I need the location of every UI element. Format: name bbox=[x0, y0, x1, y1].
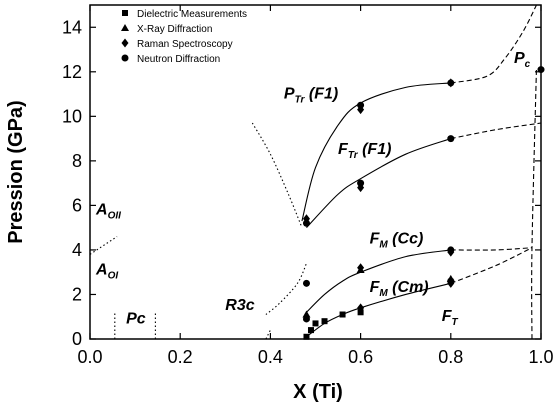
diamond-data-point bbox=[357, 303, 365, 313]
dashed-phase-boundary bbox=[450, 247, 533, 284]
legend-triangle-marker bbox=[121, 24, 129, 31]
legend-entry-label: X-Ray Diffraction bbox=[137, 24, 212, 35]
y-tick-label: 2 bbox=[72, 284, 82, 304]
dashed-phase-boundary bbox=[531, 67, 538, 340]
legend-diamond-marker bbox=[121, 38, 129, 48]
square-data-point bbox=[339, 311, 346, 318]
diamond-data-point bbox=[357, 263, 365, 273]
solid-phase-boundary bbox=[306, 249, 451, 313]
x-tick-label: 0.0 bbox=[77, 347, 102, 367]
phase-region-label: PTr (F1) bbox=[284, 86, 338, 106]
y-tick-label: 6 bbox=[72, 195, 82, 215]
dashed-phase-boundary bbox=[450, 247, 533, 251]
dotted-phase-boundary bbox=[89, 236, 118, 255]
legend-square-marker bbox=[122, 10, 128, 16]
plot-frame bbox=[89, 4, 542, 340]
circle-data-point bbox=[447, 246, 455, 254]
circle-data-point bbox=[447, 79, 455, 87]
solid-phase-boundary bbox=[301, 82, 451, 222]
y-tick-label: 12 bbox=[62, 62, 82, 82]
y-tick-label: 14 bbox=[62, 17, 82, 37]
circle-data-point bbox=[302, 279, 310, 287]
circle-data-point bbox=[302, 315, 310, 323]
phase-region-label: FT bbox=[442, 308, 459, 328]
solid-phase-boundary bbox=[306, 282, 451, 338]
y-tick-label: 4 bbox=[72, 240, 82, 260]
square-data-point bbox=[321, 318, 328, 325]
plot-border bbox=[89, 4, 542, 340]
phase-region-label: R3c bbox=[225, 297, 254, 314]
x-tick-label: 0.2 bbox=[168, 347, 193, 367]
solid-phase-boundary bbox=[306, 138, 451, 229]
phase-region-label: FTr (F1) bbox=[338, 141, 391, 161]
x-tick-label: 1.0 bbox=[528, 347, 553, 367]
dotted-phase-boundary bbox=[251, 122, 303, 228]
data-points bbox=[302, 66, 545, 340]
phase-region-label: FM (Cc) bbox=[370, 230, 424, 250]
phase-region-label: AOI bbox=[95, 261, 118, 281]
triangle-data-point bbox=[302, 310, 311, 318]
dotted-phase-boundary bbox=[265, 329, 271, 340]
phase-region-label: AOII bbox=[95, 201, 121, 221]
legend-entry-label: Neutron Diffraction bbox=[137, 54, 220, 65]
circle-data-point bbox=[447, 277, 455, 285]
y-tick-label: 10 bbox=[62, 106, 82, 126]
x-tick-label: 0.6 bbox=[348, 347, 373, 367]
legend-entry-label: Dielectric Measurements bbox=[137, 9, 247, 20]
phase-region-label: Pc bbox=[514, 50, 531, 70]
legend: Dielectric Measurements X-Ray Diffraction… bbox=[121, 9, 247, 65]
circle-data-point bbox=[357, 179, 365, 187]
square-data-point bbox=[307, 327, 314, 334]
x-tick-label: 0.8 bbox=[438, 347, 463, 367]
axis-ticks: 0.0 0.2 0.4 0.6 0.8 1.0 0 2 4 6 8 10 12 14 bbox=[62, 5, 554, 367]
y-tick-label: 8 bbox=[72, 151, 82, 171]
dashed-phase-boundary bbox=[450, 4, 537, 84]
y-axis-label: Pression (GPa) bbox=[5, 100, 27, 243]
phase-region-labels: PTr (F1) FTr (F1) FM (Cc) FM (Cm) FT Pc AOII AO… bbox=[95, 50, 531, 328]
phase-region-label: FM (Cm) bbox=[370, 279, 429, 299]
y-tick-label: 0 bbox=[72, 329, 82, 349]
x-tick-label: 0.4 bbox=[258, 347, 283, 367]
x-axis-label: X (Ti) bbox=[293, 381, 343, 403]
dotted-phase-boundary bbox=[265, 263, 307, 315]
square-data-point bbox=[303, 333, 310, 340]
dashed-phase-boundary bbox=[450, 122, 542, 140]
circle-data-point bbox=[302, 219, 310, 227]
legend-entry-label: Raman Spectroscopy bbox=[137, 39, 233, 50]
square-data-point bbox=[312, 320, 319, 327]
phase-region-label: Pc bbox=[126, 310, 146, 327]
circle-data-point bbox=[447, 135, 455, 143]
circle-data-point bbox=[357, 101, 365, 109]
phase-boundary-curves bbox=[89, 4, 542, 340]
legend-circle-marker bbox=[121, 54, 129, 62]
